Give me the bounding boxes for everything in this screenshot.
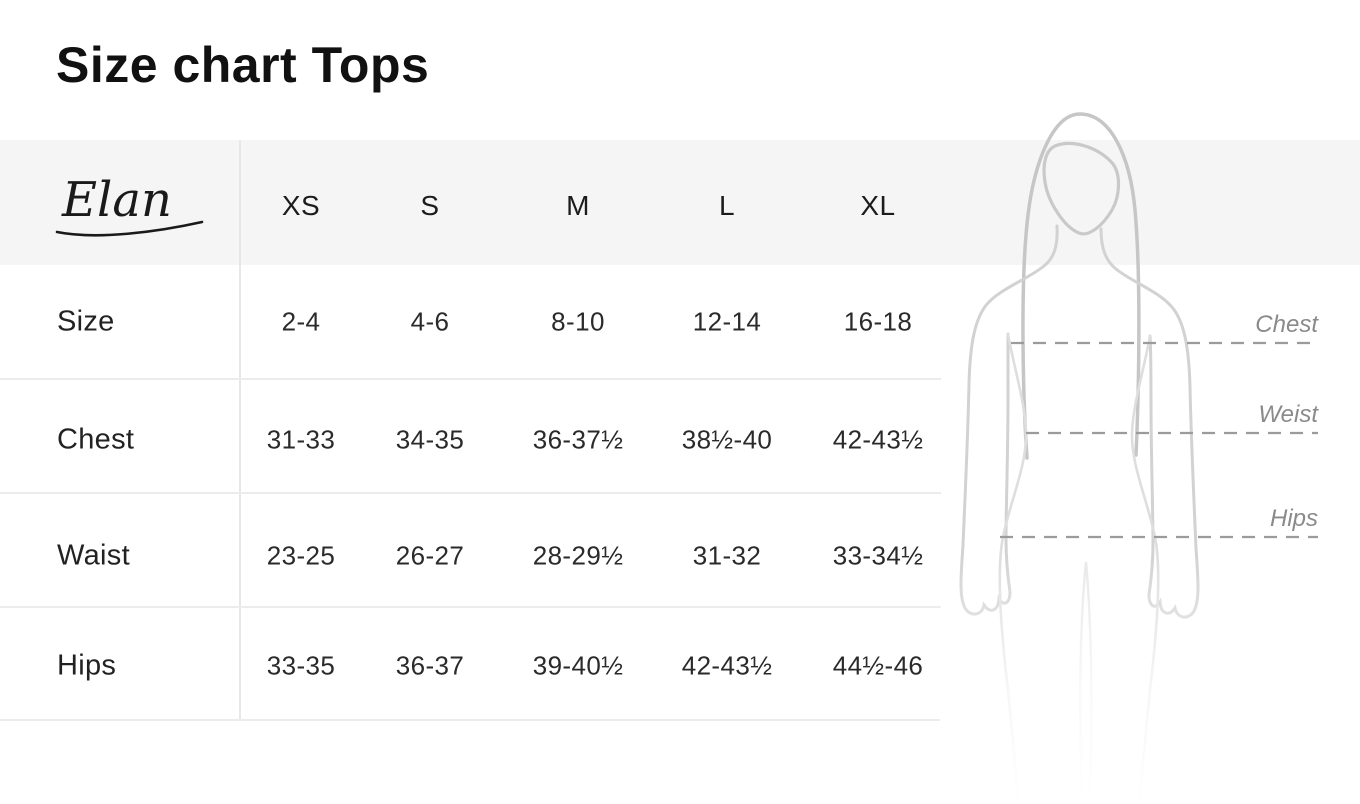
table-cell: 34-35 (395, 424, 465, 455)
row-label-waist: Waist (57, 539, 130, 572)
brand-logo-underline (55, 220, 204, 237)
table-vertical-divider (239, 140, 241, 721)
table-cell: 42-43½ (832, 424, 924, 455)
table-cell: 2-4 (281, 306, 321, 337)
table-cell: 44½-46 (832, 650, 924, 681)
brand-logo-text: Elan (61, 172, 172, 228)
woman-body-outline-illustration: Chest Weist Hips (940, 112, 1360, 804)
table-cell: 12-14 (692, 306, 762, 337)
size-header-xl: XL (860, 190, 896, 221)
size-header-l: L (718, 190, 736, 221)
row-label-chest: Chest (57, 423, 135, 456)
table-cell: 31-32 (692, 540, 762, 571)
table-cell: 26-27 (395, 540, 465, 571)
row-label-hips: Hips (57, 649, 117, 682)
row-border (0, 378, 941, 380)
body-measurement-diagram: Chest Weist Hips (940, 100, 1360, 804)
table-cell: 39-40½ (532, 650, 624, 681)
table-cell: 33-34½ (832, 540, 924, 571)
size-header-m: M (566, 190, 590, 221)
table-cell: 16-18 (843, 306, 913, 337)
table-cell: 4-6 (410, 306, 450, 337)
table-cell: 28-29½ (532, 540, 624, 571)
size-header-s: S (420, 190, 440, 221)
row-border (0, 606, 941, 608)
figure-fade-overlay (940, 555, 1360, 804)
brand-logo: Elan (52, 160, 212, 255)
table-cell: 8-10 (551, 306, 605, 337)
table-cell: 38½-40 (681, 424, 773, 455)
face-outline (1042, 141, 1121, 236)
table-cell: 31-33 (266, 424, 336, 455)
row-border (0, 719, 941, 721)
hips-measure-label: Hips (1270, 505, 1318, 532)
table-cell: 33-35 (266, 650, 336, 681)
brand-logo-signature-icon: Elan (55, 172, 204, 237)
row-border (0, 492, 941, 494)
chest-measure-label: Chest (1255, 311, 1319, 338)
page-title: Size chart Tops (56, 37, 430, 93)
table-cell: 36-37½ (532, 424, 624, 455)
hair-outline (1021, 112, 1141, 460)
table-cell: 42-43½ (681, 650, 773, 681)
table-cell: 23-25 (266, 540, 336, 571)
size-header-xs: XS (281, 190, 321, 221)
waist-measure-label: Weist (1258, 401, 1319, 428)
table-cell: 36-37 (395, 650, 465, 681)
row-label-size: Size (57, 305, 115, 338)
